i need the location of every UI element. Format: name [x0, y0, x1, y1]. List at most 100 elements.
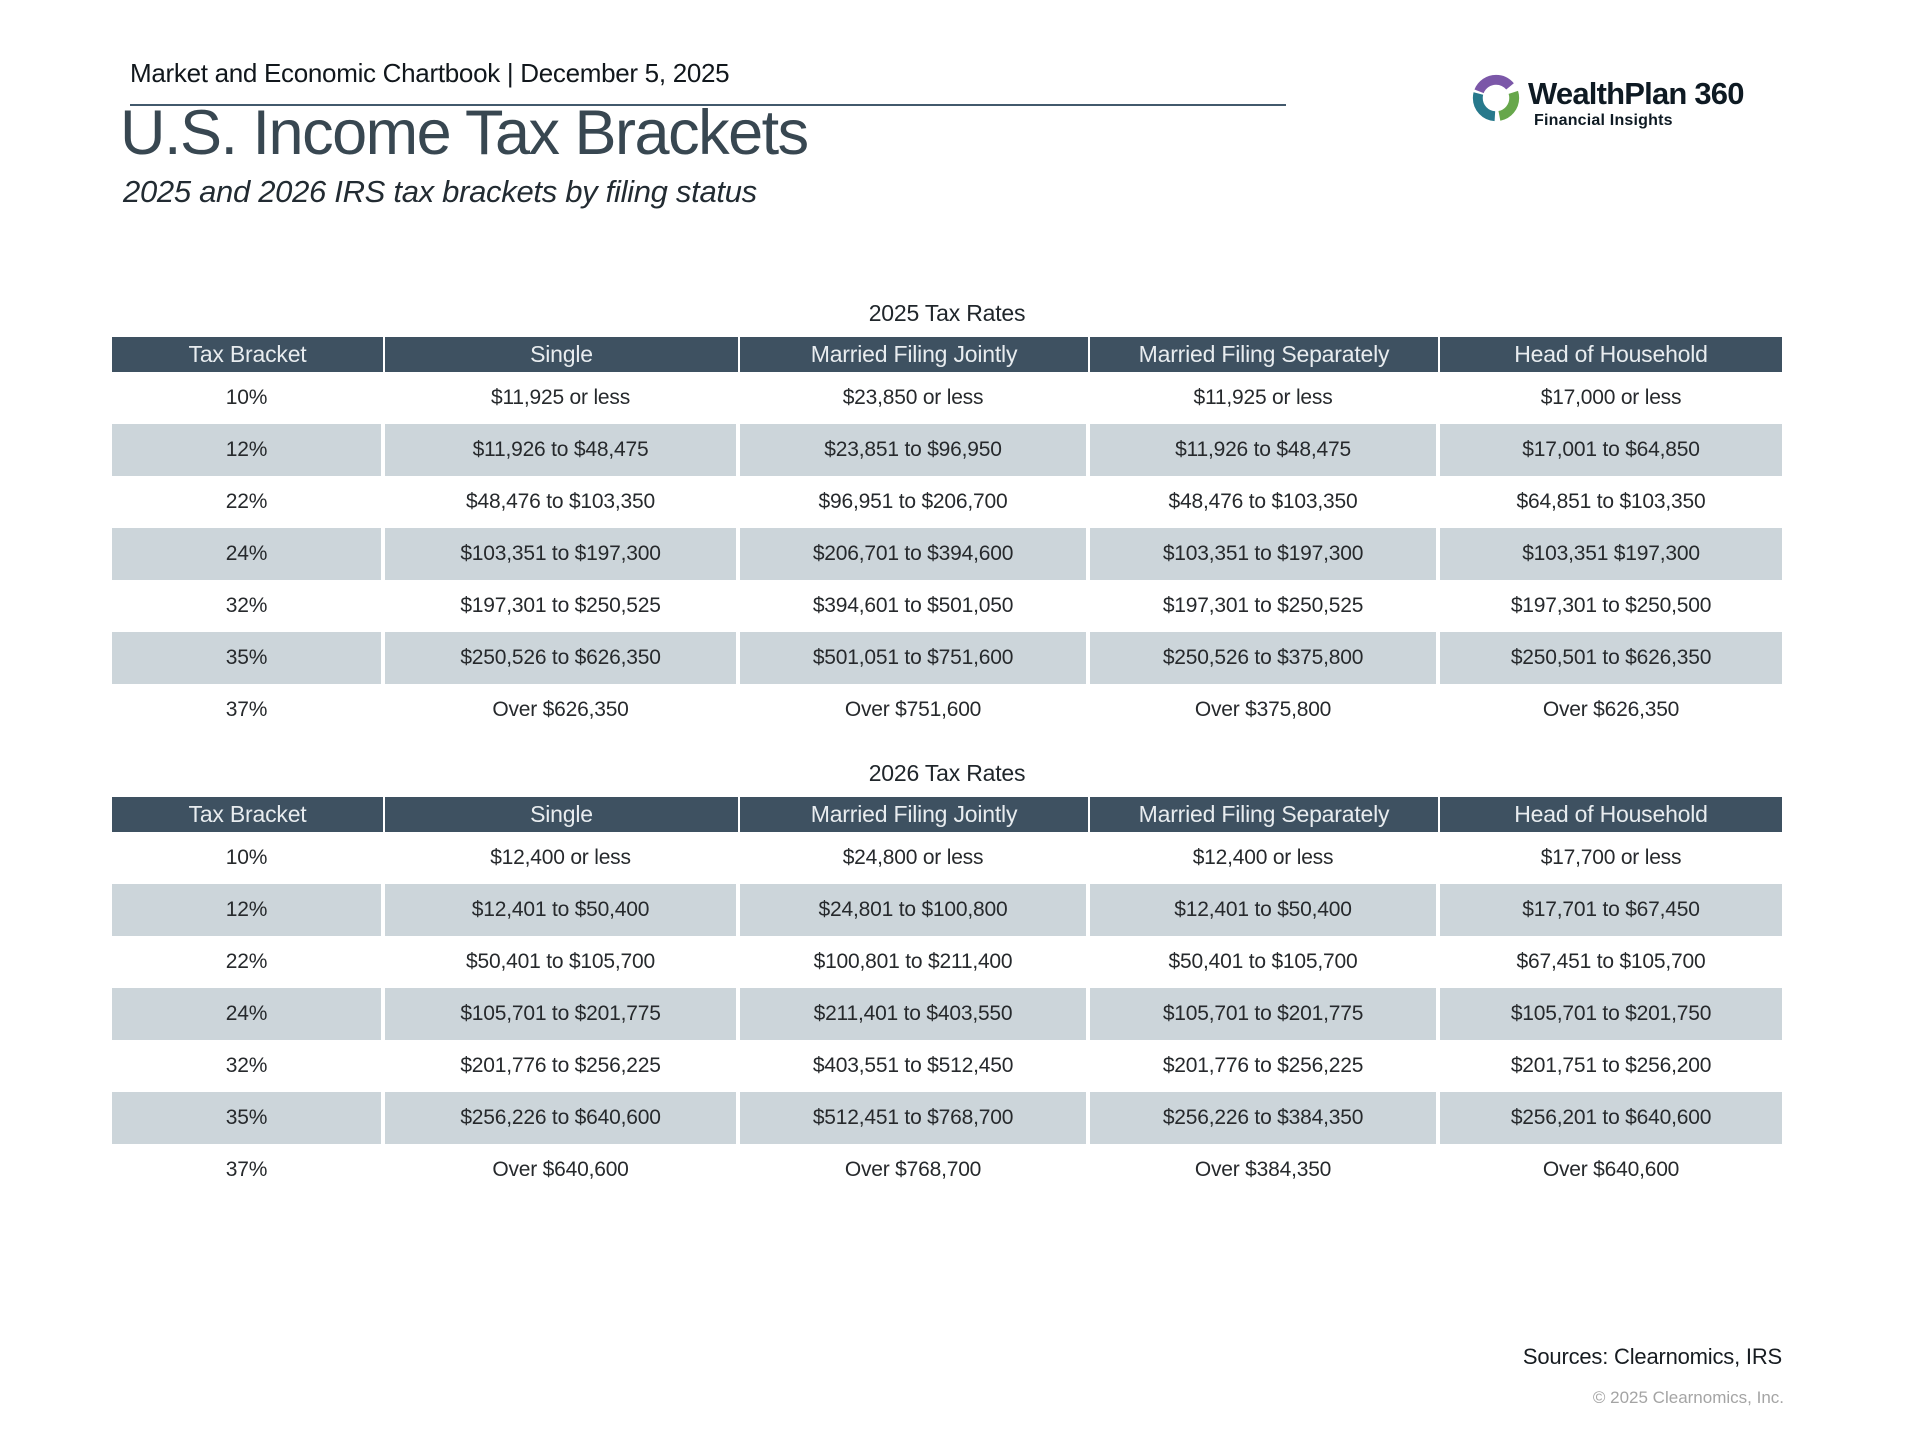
table-cell: 24% [112, 528, 385, 580]
column-header: Married Filing Separately [1090, 797, 1440, 832]
table-cell: $48,476 to $103,350 [1090, 476, 1440, 528]
chartbook-header: Market and Economic Chartbook | December… [130, 58, 730, 88]
table-cell: 35% [112, 632, 385, 684]
table-cell: $256,201 to $640,600 [1440, 1092, 1782, 1144]
page-subtitle: 2025 and 2026 IRS tax brackets by filing… [123, 174, 757, 209]
column-header: Tax Bracket [112, 337, 385, 372]
table-cell: Over $640,600 [385, 1144, 740, 1196]
table-cell: $211,401 to $403,550 [740, 988, 1090, 1040]
brand-tagline: Financial Insights [1534, 112, 1673, 129]
table-cell: $256,226 to $384,350 [1090, 1092, 1440, 1144]
table-cell: $12,401 to $50,400 [385, 884, 740, 936]
logo-swirl-icon [1472, 74, 1520, 122]
table-cell: $201,776 to $256,225 [385, 1040, 740, 1092]
table-row: 22% $50,401 to $105,700 $100,801 to $211,4… [112, 936, 1782, 988]
table-row: 32% $197,301 to $250,525 $394,601 to $501,… [112, 580, 1782, 632]
column-header: Married Filing Jointly [740, 337, 1090, 372]
table-row: 24% $105,701 to $201,775 $211,401 to $403,… [112, 988, 1782, 1040]
table-cell: $64,851 to $103,350 [1516, 490, 1706, 513]
table-row: 35% $250,526 to $626,350 $501,051 to $751,… [112, 632, 1782, 684]
column-header: Single [385, 797, 740, 832]
table-cell: $256,226 to $640,600 [385, 1092, 740, 1144]
table-cell: $11,925 or less [1090, 372, 1440, 424]
table-cell: $103,351 $197,300 [1440, 528, 1782, 580]
table-row: 37% Over $640,600 Over $768,700 Over $384,3… [112, 1144, 1782, 1196]
column-header: Married Filing Separately [1090, 337, 1440, 372]
table-cell: $250,526 to $375,800 [1090, 632, 1440, 684]
table-cell: 32% [112, 1040, 385, 1092]
table-header-2026: Tax Bracket Single Married Filing Jointly M… [112, 797, 1782, 832]
table-cell: 35% [112, 1092, 385, 1144]
tax-table-2025: Tax Bracket Single Married Filing Jointly M… [112, 337, 1782, 736]
table-body-2025: 10% $11,925 or less $23,850 or less $11,925… [112, 372, 1782, 736]
table-cell: 12% [112, 424, 385, 476]
header-row: Tax Bracket Single Married Filing Jointly M… [112, 797, 1782, 832]
table-row: 24% $103,351 to $197,300 $206,701 to $394,… [112, 528, 1782, 580]
table-row: 32% $201,776 to $256,225 $403,551 to $512,… [112, 1040, 1782, 1092]
table-cell: $24,800 or less [740, 832, 1090, 884]
table-cell: 37% [112, 1144, 385, 1196]
brand-name: WealthPlan 360 [1528, 76, 1744, 111]
table-cell: 22% [112, 476, 385, 528]
table-cell: $206,701 to $394,600 [740, 528, 1090, 580]
table-cell: $17,000 or less [1540, 386, 1682, 409]
column-header: Married Filing Jointly [740, 797, 1090, 832]
table-row: 22% $48,476 to $103,350 $96,951 to $206,70… [112, 476, 1782, 528]
table-cell: 32% [112, 580, 385, 632]
table-cell: $501,051 to $751,600 [740, 632, 1090, 684]
table-cell: Over $640,600 [1542, 1158, 1680, 1181]
table-cell: $11,926 to $48,475 [1090, 424, 1440, 476]
table-cell: Over $626,350 [385, 684, 740, 736]
table-cell: $394,601 to $501,050 [740, 580, 1090, 632]
column-header: Head of Household [1440, 337, 1782, 372]
table-cell: Over $751,600 [740, 684, 1090, 736]
table-cell: Over $626,350 [1542, 698, 1680, 721]
header-row: Tax Bracket Single Married Filing Jointly M… [112, 337, 1782, 372]
table-cell: $201,776 to $256,225 [1090, 1040, 1440, 1092]
header-rule [130, 104, 1286, 106]
column-header: Tax Bracket [112, 797, 385, 832]
tax-table-2026: Tax Bracket Single Married Filing Jointly M… [112, 797, 1782, 1196]
table-cell: $103,351 to $197,300 [385, 528, 740, 580]
table-cell: 12% [112, 884, 385, 936]
table-cell: $403,551 to $512,450 [740, 1040, 1090, 1092]
sources-note: Sources: Clearnomics, IRS [1522, 1344, 1782, 1369]
table-cell: $100,801 to $211,400 [740, 936, 1090, 988]
table-row: 12% $11,926 to $48,475 $23,851 to $96,950 $… [112, 424, 1782, 476]
table-cell: 10% [112, 832, 385, 884]
table-cell: Over $375,800 [1090, 684, 1440, 736]
table-cell: $23,850 or less [740, 372, 1090, 424]
table-cell: $512,451 to $768,700 [740, 1092, 1090, 1144]
table-cell: 37% [112, 684, 385, 736]
table-cell: $17,700 or less [1540, 846, 1682, 869]
table-cell: $201,751 to $256,200 [1510, 1054, 1712, 1077]
table-body-2026: 10% $12,400 or less $24,800 or less $12,400… [112, 832, 1782, 1196]
table-cell: $103,351 to $197,300 [1090, 528, 1440, 580]
table-cell: $12,400 or less [385, 832, 740, 884]
table-cell: $250,526 to $626,350 [385, 632, 740, 684]
copyright-note: © 2025 Clearnomics, Inc. [1592, 1388, 1784, 1407]
table-cell: $17,001 to $64,850 [1440, 424, 1782, 476]
table-caption-2026: 2026 Tax Rates [868, 760, 1026, 786]
table-cell: $48,476 to $103,350 [385, 476, 740, 528]
table-cell: $12,400 or less [1090, 832, 1440, 884]
table-caption-2025: 2025 Tax Rates [868, 300, 1026, 326]
table-cell: Over $384,350 [1090, 1144, 1440, 1196]
table-cell: $105,701 to $201,750 [1440, 988, 1782, 1040]
table-cell: $105,701 to $201,775 [1090, 988, 1440, 1040]
table-header-2025: Tax Bracket Single Married Filing Jointly M… [112, 337, 1782, 372]
table-cell: $197,301 to $250,500 [1510, 594, 1712, 617]
table-cell: $197,301 to $250,525 [385, 580, 740, 632]
table-cell: 24% [112, 988, 385, 1040]
table-row: 10% $11,925 or less $23,850 or less $11,925… [112, 372, 1782, 424]
table-cell: $17,701 to $67,450 [1440, 884, 1782, 936]
table-row: 37% Over $626,350 Over $751,600 Over $375,8… [112, 684, 1782, 736]
table-row: 35% $256,226 to $640,600 $512,451 to $768,… [112, 1092, 1782, 1144]
table-cell: $105,701 to $201,775 [385, 988, 740, 1040]
table-cell: $50,401 to $105,700 [1090, 936, 1440, 988]
table-cell: $12,401 to $50,400 [1090, 884, 1440, 936]
table-cell: $96,951 to $206,700 [740, 476, 1090, 528]
table-cell: $67,451 to $105,700 [1516, 950, 1706, 973]
table-cell: $11,926 to $48,475 [385, 424, 740, 476]
table-cell: $11,925 or less [385, 372, 740, 424]
